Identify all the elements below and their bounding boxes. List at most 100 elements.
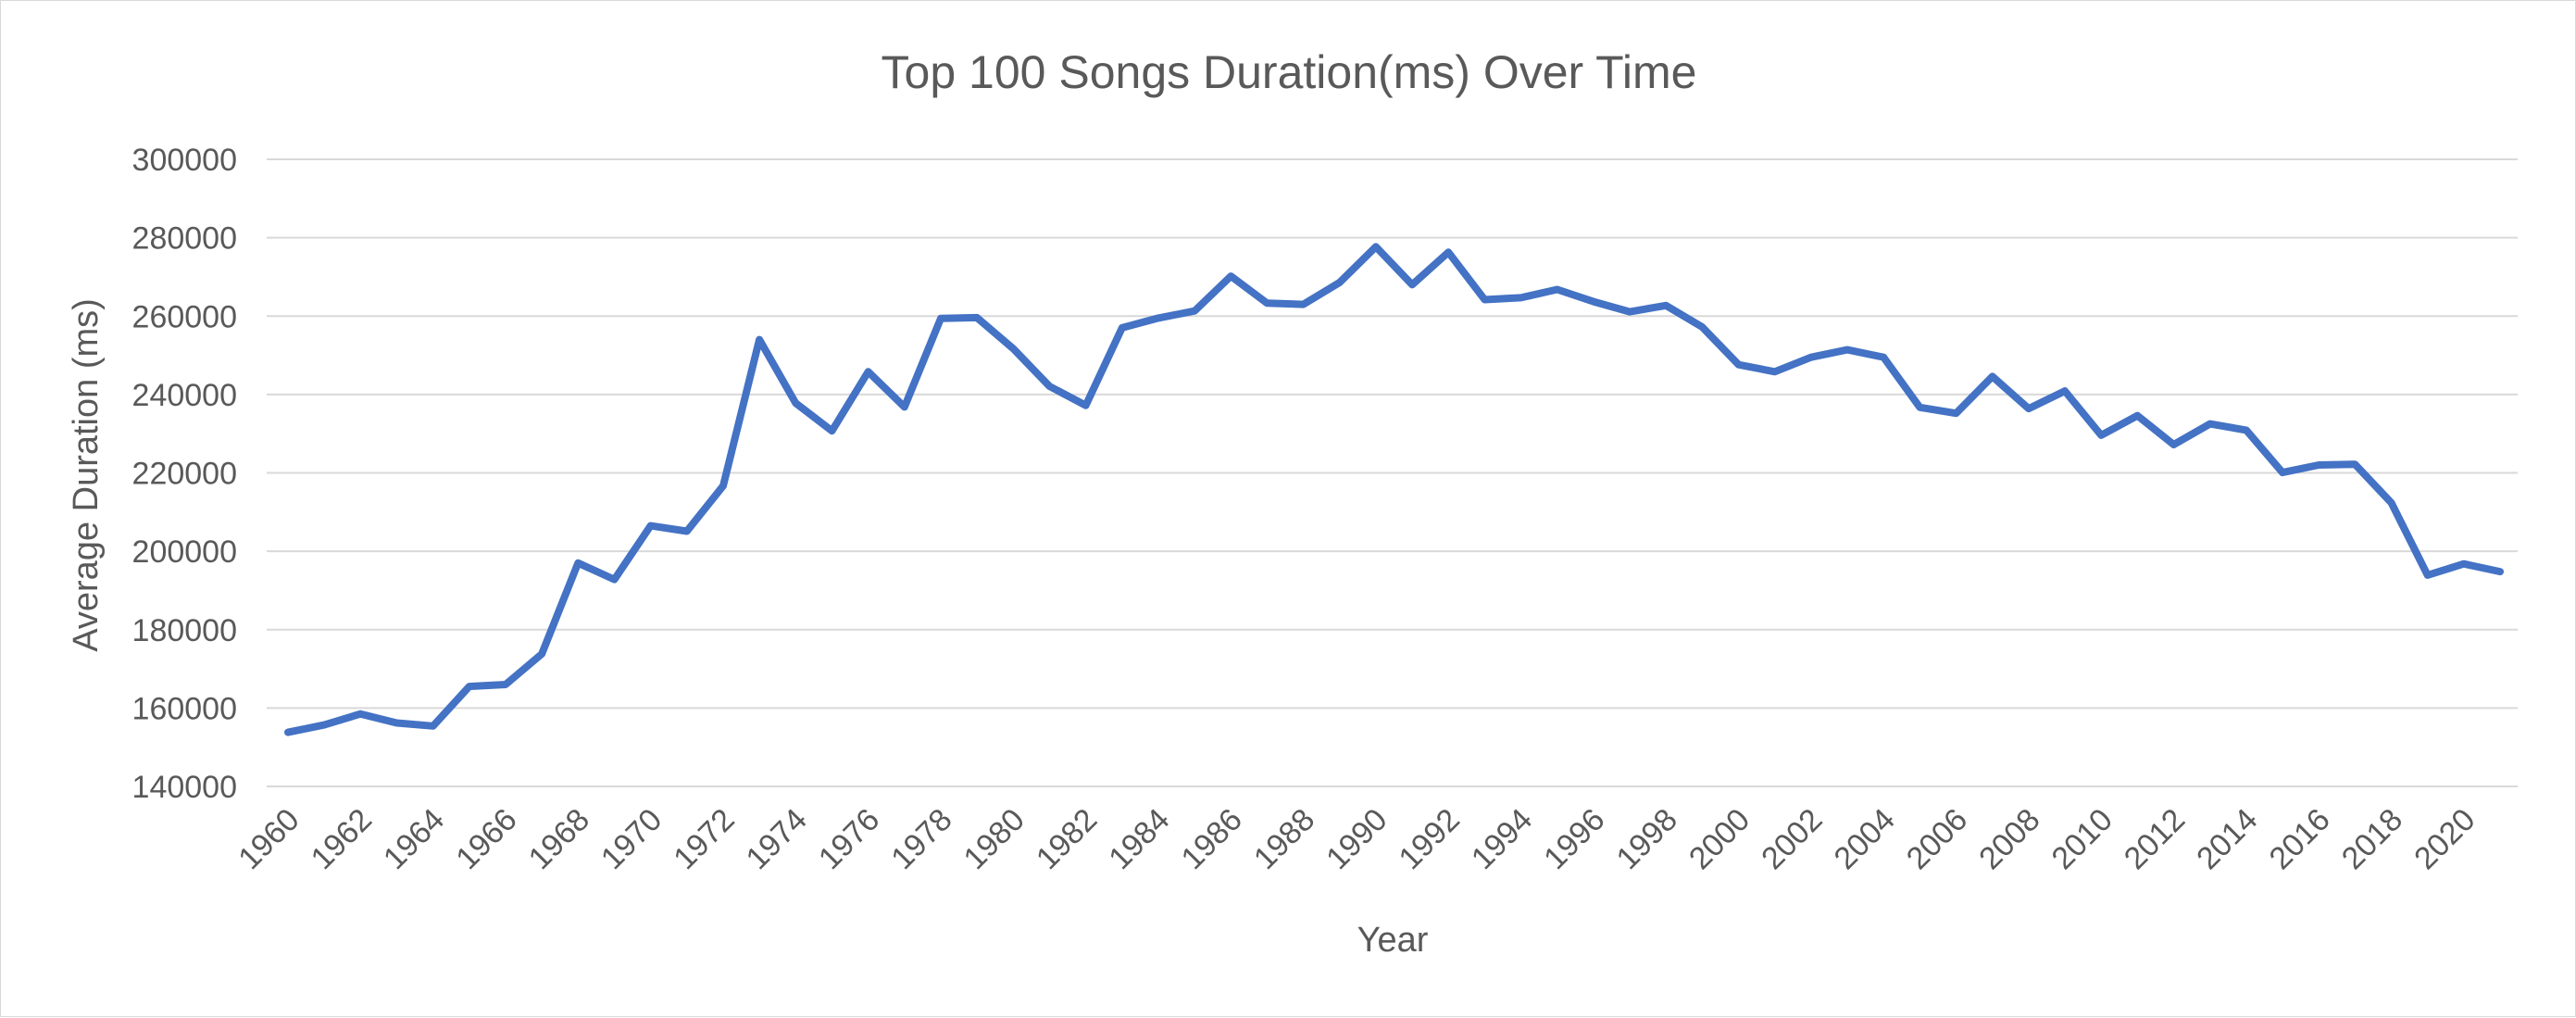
x-tick-label: 1998 <box>1610 802 1684 876</box>
data-point <box>1227 272 1234 280</box>
x-tick-label: 1996 <box>1537 802 1611 876</box>
data-point <box>574 559 581 567</box>
data-point <box>466 683 473 690</box>
x-tick-label: 1984 <box>1102 802 1176 876</box>
data-point <box>1009 345 1017 352</box>
x-axis-ticks: 1960196219641966196819701972197419761978… <box>231 802 2482 876</box>
y-tick-label: 240000 <box>132 378 237 413</box>
data-point <box>937 315 944 322</box>
data-point <box>2207 421 2214 428</box>
data-point <box>1155 314 1162 321</box>
data-point <box>973 314 981 321</box>
x-tick-label: 1988 <box>1247 802 1321 876</box>
data-point <box>2133 412 2141 420</box>
data-point <box>2424 572 2432 579</box>
chart-title: Top 100 Songs Duration(ms) Over Time <box>882 46 1697 98</box>
y-tick-label: 140000 <box>132 770 237 805</box>
data-point <box>1916 404 1923 411</box>
data-point <box>2279 469 2286 476</box>
x-tick-label: 2018 <box>2335 802 2409 876</box>
data-point <box>2460 560 2468 568</box>
y-tick-label: 160000 <box>132 691 237 726</box>
data-point <box>1698 323 1706 331</box>
x-tick-label: 2006 <box>1900 802 1974 876</box>
data-point <box>1372 243 1380 250</box>
data-point <box>1807 354 1815 361</box>
data-point <box>756 336 763 344</box>
data-point <box>829 427 836 434</box>
gridlines <box>267 158 2518 787</box>
y-tick-label: 280000 <box>132 221 237 257</box>
data-point <box>647 522 655 530</box>
data-point <box>2097 432 2105 439</box>
x-tick-label: 1992 <box>1393 802 1467 876</box>
data-point <box>2496 568 2504 575</box>
data-point <box>2315 461 2322 469</box>
x-tick-label: 2000 <box>1682 802 1757 876</box>
x-tick-label: 1976 <box>812 802 886 876</box>
data-point <box>502 681 509 688</box>
y-tick-label: 180000 <box>132 613 237 648</box>
data-point <box>394 720 401 727</box>
data-point <box>1444 248 1452 256</box>
x-tick-label: 1960 <box>231 802 306 876</box>
data-point <box>538 650 545 658</box>
x-tick-label: 2004 <box>1828 802 1902 876</box>
x-tick-label: 2002 <box>1755 802 1829 876</box>
x-tick-label: 1978 <box>884 802 958 876</box>
x-axis-title: Year <box>1357 921 1429 960</box>
x-tick-label: 1990 <box>1319 802 1394 876</box>
series-layer <box>284 243 2504 736</box>
y-axis-title: Average Duration (ms) <box>67 298 106 652</box>
data-point <box>611 576 619 584</box>
data-point <box>719 483 727 490</box>
data-point <box>865 368 872 375</box>
x-tick-label: 2014 <box>2190 802 2264 876</box>
series-line <box>284 243 2504 736</box>
y-axis-ticks: 140000 160000 180000 200000 220000 240000 2600… <box>132 143 237 805</box>
data-point <box>1336 279 1344 286</box>
data-point <box>1300 301 1307 308</box>
data-point <box>2243 426 2250 434</box>
y-tick-label: 260000 <box>132 299 237 334</box>
data-point <box>1880 354 1887 361</box>
data-point <box>1590 298 1597 306</box>
data-point <box>2170 441 2178 448</box>
data-point <box>901 403 908 410</box>
x-tick-label: 2020 <box>2407 802 2482 876</box>
x-tick-label: 1968 <box>522 802 596 876</box>
data-point <box>683 528 691 535</box>
data-point <box>1844 346 1851 354</box>
x-tick-label: 1974 <box>740 802 814 876</box>
x-tick-label: 1980 <box>957 802 1032 876</box>
data-point <box>1735 361 1743 369</box>
data-point <box>2388 499 2395 507</box>
data-point <box>1481 296 1488 304</box>
x-tick-label: 2012 <box>2118 802 2192 876</box>
y-tick-label: 220000 <box>132 457 237 492</box>
x-tick-label: 1962 <box>305 802 379 876</box>
y-tick-label: 300000 <box>132 143 237 178</box>
data-point <box>1191 308 1198 315</box>
data-point <box>1518 294 1525 301</box>
data-point <box>1045 383 1053 390</box>
x-tick-label: 2008 <box>1972 802 2046 876</box>
data-point <box>2025 405 2032 412</box>
x-tick-label: 1982 <box>1030 802 1104 876</box>
data-point <box>356 710 364 718</box>
data-point <box>1626 308 1633 316</box>
data-point <box>1989 372 1996 380</box>
x-tick-label: 1966 <box>449 802 523 876</box>
data-point <box>1771 368 1779 375</box>
data-point <box>284 729 292 736</box>
data-point <box>430 723 437 730</box>
y-tick-label: 200000 <box>132 534 237 570</box>
data-point <box>2061 387 2069 395</box>
x-tick-label: 1986 <box>1175 802 1249 876</box>
data-point <box>1662 302 1669 309</box>
data-point <box>1953 409 1960 417</box>
data-point <box>1119 324 1126 332</box>
data-point <box>320 722 328 729</box>
